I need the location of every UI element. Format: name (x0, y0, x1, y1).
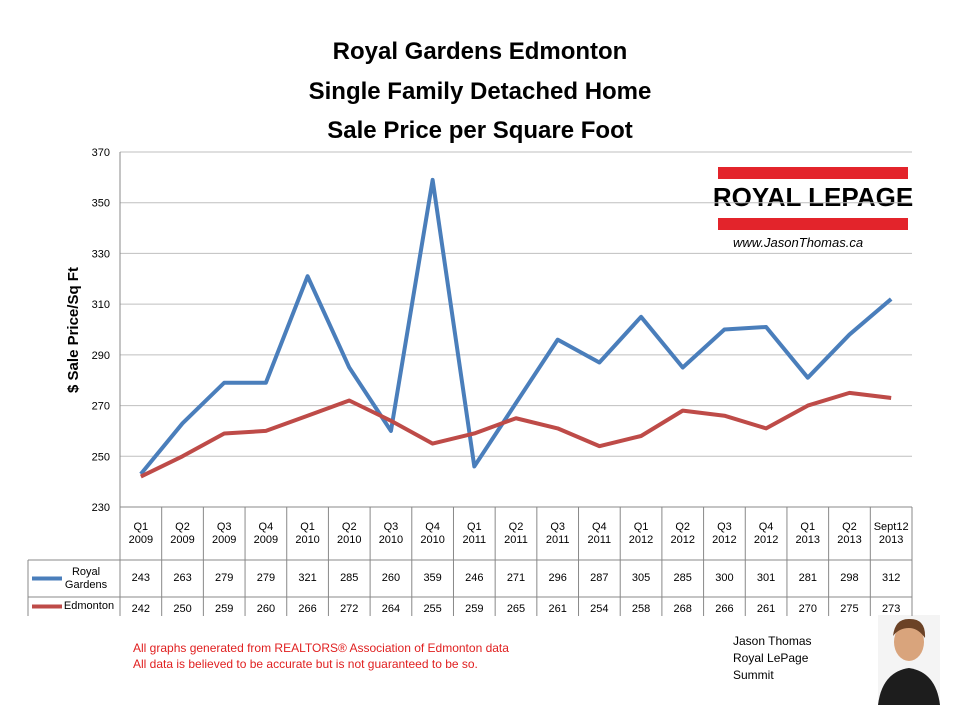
chart-title: Royal Gardens Edmonton (332, 38, 628, 65)
y-tick-label: 350 (92, 198, 110, 210)
x-tick-label: Q1 2013 (795, 520, 821, 546)
table-value: 263 (173, 572, 192, 584)
table-value: 255 (423, 603, 442, 615)
x-tick-label: Q3 2010 (378, 520, 404, 546)
table-value: 264 (381, 603, 401, 615)
footnote: All graphs generated from REALTORS® Asso… (133, 641, 509, 655)
table-value: 275 (840, 603, 859, 615)
table-value: 285 (673, 572, 692, 584)
x-tick-label: Q1 2010 (295, 520, 320, 546)
table-value: 279 (215, 572, 234, 584)
series-line (139, 390, 892, 479)
x-tick-label: Sept12 2013 (873, 520, 909, 546)
table-value: 266 (298, 603, 317, 615)
y-tick-label: 290 (92, 350, 110, 362)
x-tick-label: Q4 2009 (253, 520, 279, 546)
y-tick-label: 330 (92, 248, 110, 260)
agent-name: Jason Thomas (733, 634, 812, 648)
x-tick-label: Q1 2009 (128, 520, 154, 546)
table-value: 301 (756, 572, 776, 584)
table-value: 259 (465, 603, 484, 615)
y-tick-label: 370 (92, 147, 110, 159)
table-value: 260 (381, 572, 401, 584)
y-tick-label: 250 (92, 451, 110, 463)
x-tick-label: Q3 2012 (712, 520, 737, 546)
table-value: 312 (881, 572, 901, 584)
table-value: 266 (715, 603, 734, 615)
x-tick-label: Q1 2012 (628, 520, 654, 546)
table-value: 285 (340, 572, 359, 584)
table-value: 261 (756, 603, 776, 615)
table-value: 279 (256, 572, 276, 584)
chart-subtitle: Single Family Detached Home (308, 78, 652, 105)
table-value: 321 (298, 572, 317, 584)
table-value: 258 (631, 603, 651, 615)
table-value: 246 (465, 572, 484, 584)
legend-label: Royal Gardens (64, 565, 108, 591)
x-tick-label: Q1 2011 (462, 520, 487, 546)
table-value: 243 (131, 572, 151, 584)
table-value: 272 (340, 603, 359, 615)
x-tick-label: Q2 2013 (837, 520, 862, 546)
table-value: 271 (506, 572, 526, 584)
table-value: 296 (548, 572, 567, 584)
x-tick-label: Q2 2010 (337, 520, 362, 546)
table-value: 260 (256, 603, 276, 615)
y-tick-label: 270 (92, 401, 110, 413)
table-value: 300 (715, 572, 734, 584)
table-value: 359 (423, 572, 442, 584)
table-value: 273 (881, 603, 901, 615)
y-axis-label: $ Sale Price/Sq Ft (65, 267, 82, 393)
table-value: 261 (548, 603, 567, 615)
logo-text: ROYAL LEPAGE (713, 182, 913, 212)
chart-subtitle: Sale Price per Square Foot (327, 117, 633, 144)
x-tick-label: Q4 2011 (587, 520, 612, 546)
logo: ROYAL LEPAGE www.JasonThomas.ca (713, 167, 913, 250)
x-tick-label: Q2 2012 (670, 520, 695, 546)
table-value: 250 (173, 603, 192, 615)
table-value: 268 (673, 603, 692, 615)
x-tick-label: Q4 2012 (753, 520, 779, 546)
table-value: 265 (506, 603, 526, 615)
table-value: 270 (798, 603, 817, 615)
y-tick-label: 310 (92, 299, 110, 311)
table-value: 281 (798, 572, 817, 584)
table-value: 298 (840, 572, 859, 584)
legend-label: Edmonton (63, 600, 115, 612)
agent-photo (878, 615, 940, 705)
table-value: 254 (590, 603, 609, 615)
series-line (139, 177, 893, 476)
table-value: 305 (631, 572, 651, 584)
footnote: All data is believed to be accurate but … (133, 657, 478, 671)
x-tick-label: Q2 2011 (504, 520, 528, 546)
y-tick-label: 230 (92, 502, 110, 514)
x-tick-label: Q4 2010 (420, 520, 445, 546)
x-tick-label: Q3 2011 (545, 520, 570, 546)
table-value: 287 (590, 572, 609, 584)
x-tick-label: Q3 2009 (211, 520, 237, 546)
table-value: 259 (215, 603, 234, 615)
table-value: 242 (131, 603, 151, 615)
x-tick-label: Q2 2009 (170, 520, 195, 546)
website: www.JasonThomas.ca (733, 235, 863, 250)
agent-office: Summit (733, 668, 774, 682)
agent-company: Royal LePage (733, 651, 809, 665)
